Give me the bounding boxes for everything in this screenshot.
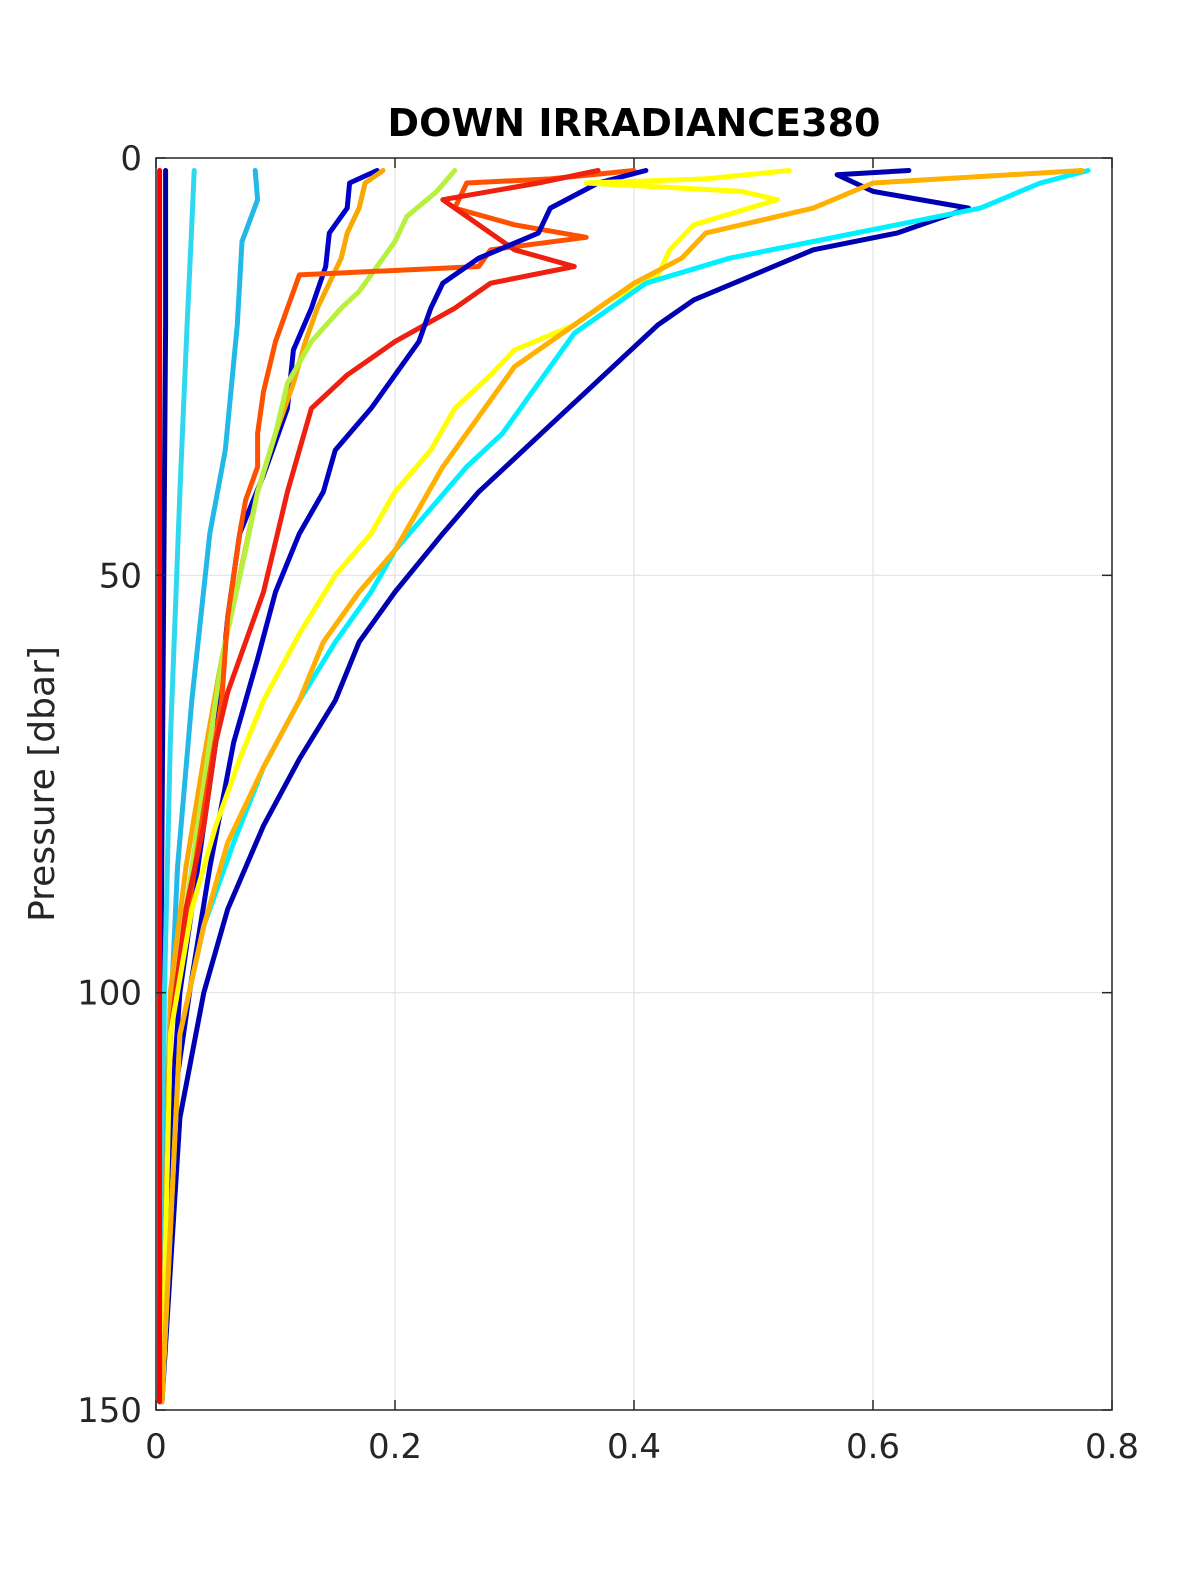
- y-axis-label: Pressure [dbar]: [22, 646, 63, 922]
- series-line: [159, 168, 601, 1405]
- series-line: [159, 168, 458, 1405]
- chart-title: DOWN IRRADIANCE380: [388, 101, 881, 145]
- ticks: [155, 157, 1113, 1411]
- y-tick-label: 0: [120, 139, 142, 179]
- y-tick-labels: 0 50 100 150: [77, 139, 142, 1431]
- series-line: [159, 168, 792, 1405]
- x-tick-label: 0.4: [607, 1427, 661, 1467]
- y-tick-label: 150: [77, 1391, 142, 1431]
- series-line: [159, 168, 972, 1405]
- x-tick-label: 0: [145, 1427, 167, 1467]
- x-tick-labels: 0 0.2 0.4 0.6 0.8: [145, 1427, 1139, 1467]
- series-group: [157, 168, 1091, 1405]
- y-tick-label: 50: [99, 556, 142, 596]
- x-tick-label: 0.8: [1085, 1427, 1139, 1467]
- y-tick-label: 100: [77, 974, 142, 1014]
- series-line: [159, 168, 386, 1405]
- x-tick-label: 0.6: [846, 1427, 900, 1467]
- series-line: [159, 168, 1085, 1405]
- grid: [156, 158, 1112, 1410]
- series-line: [159, 168, 1091, 1405]
- x-tick-label: 0.2: [368, 1427, 422, 1467]
- series-line: [159, 168, 649, 1405]
